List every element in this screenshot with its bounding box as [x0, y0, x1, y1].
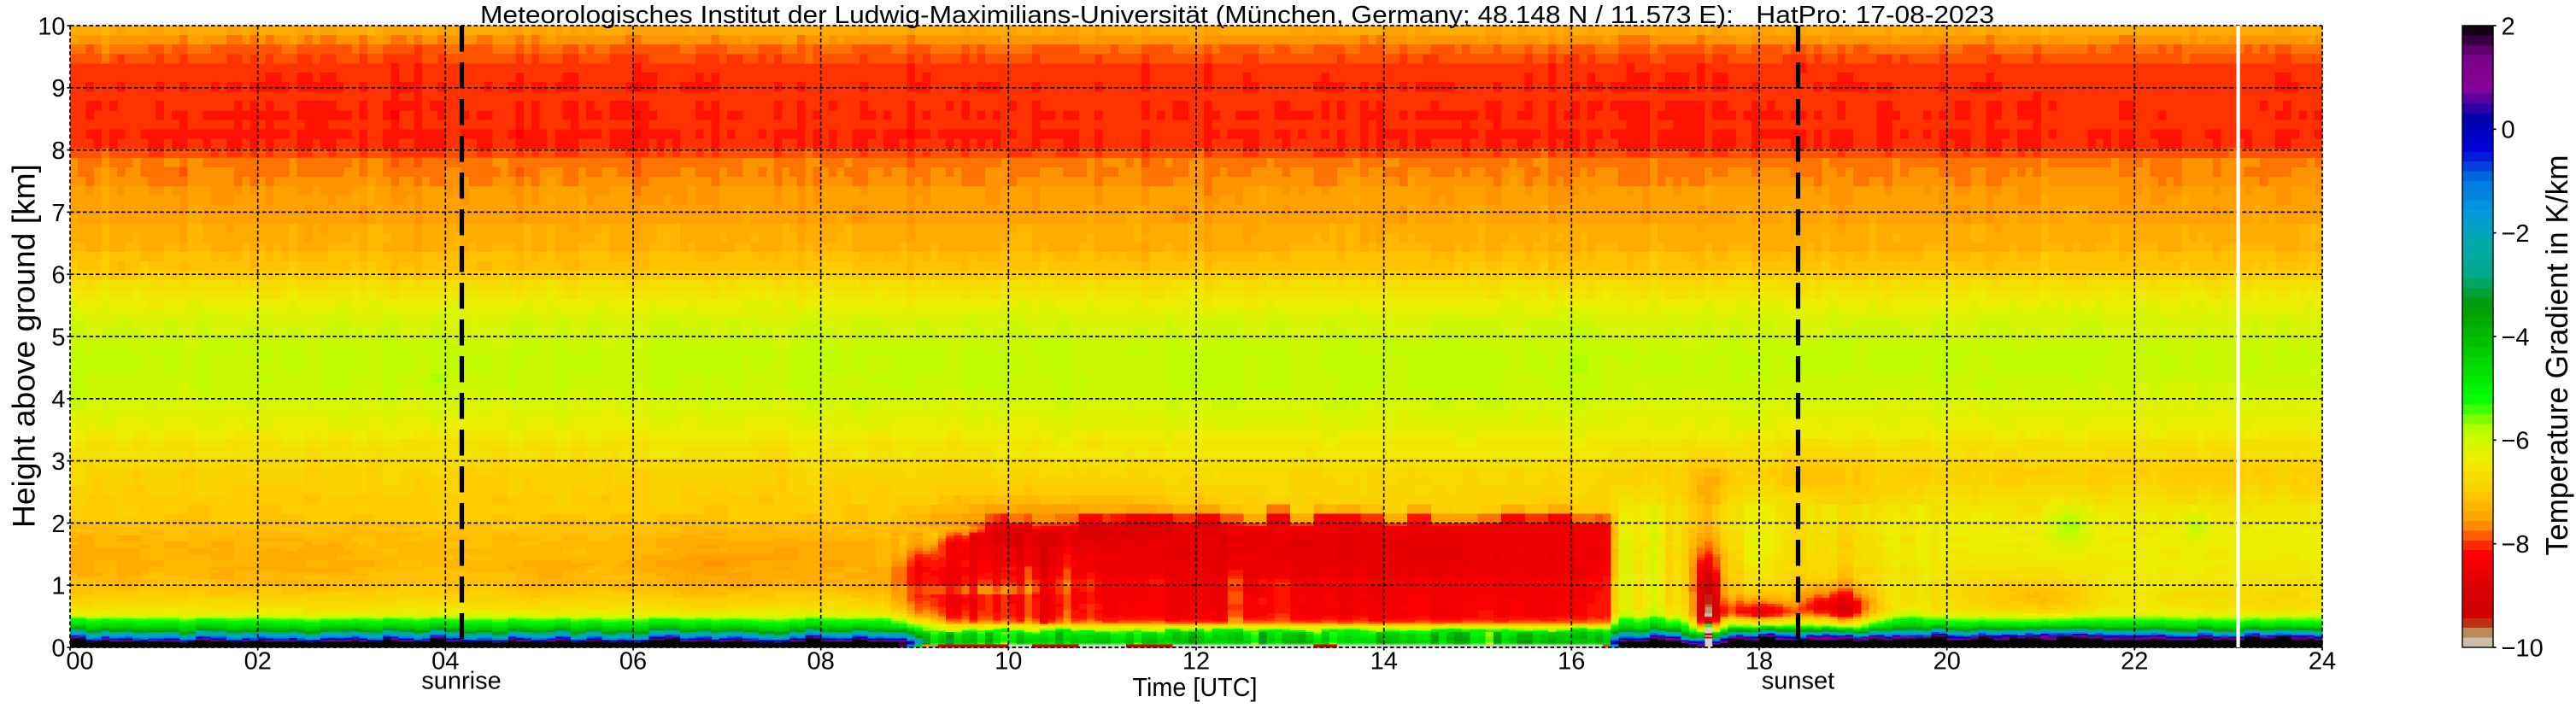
svg-text:5: 5 [51, 324, 65, 351]
svg-text:−8: −8 [2502, 531, 2530, 559]
svg-text:Temperature Gradient in K/km: Temperature Gradient in K/km [2539, 155, 2574, 556]
svg-text:9: 9 [51, 75, 65, 102]
svg-text:02: 02 [244, 648, 272, 676]
svg-text:10: 10 [38, 13, 65, 40]
svg-text:sunrise: sunrise [421, 668, 502, 695]
svg-text:18: 18 [1746, 648, 1773, 676]
svg-text:−10: −10 [2502, 635, 2544, 662]
svg-text:2: 2 [51, 511, 65, 538]
svg-text:08: 08 [807, 648, 835, 676]
svg-text:12: 12 [1182, 648, 1210, 676]
svg-text:10: 10 [995, 648, 1022, 676]
svg-text:16: 16 [1558, 648, 1585, 676]
svg-text:14: 14 [1370, 648, 1398, 676]
svg-text:−4: −4 [2502, 324, 2530, 351]
svg-text:4: 4 [51, 386, 65, 413]
svg-text:Height above ground [km]: Height above ground [km] [7, 164, 42, 528]
svg-text:04: 04 [431, 648, 459, 676]
svg-text:1: 1 [51, 573, 65, 600]
svg-text:−6: −6 [2502, 428, 2530, 455]
svg-text:0: 0 [2502, 117, 2515, 144]
svg-text:8: 8 [51, 138, 65, 165]
svg-text:00: 00 [66, 648, 93, 676]
svg-text:Time [UTC]: Time [UTC] [1133, 672, 1258, 702]
svg-text:06: 06 [619, 648, 647, 676]
svg-text:−2: −2 [2502, 220, 2530, 248]
svg-text:0: 0 [51, 635, 65, 662]
svg-text:2: 2 [2502, 13, 2515, 40]
svg-text:24: 24 [2309, 648, 2336, 676]
svg-text:6: 6 [51, 262, 65, 290]
svg-text:Meteorologisches Institut der: Meteorologisches Institut der Ludwig-Max… [480, 2, 1994, 29]
svg-text:sunset: sunset [1762, 668, 1834, 695]
svg-text:22: 22 [2121, 648, 2148, 676]
svg-text:3: 3 [51, 448, 65, 476]
svg-text:7: 7 [51, 200, 65, 227]
svg-text:20: 20 [1933, 648, 1961, 676]
